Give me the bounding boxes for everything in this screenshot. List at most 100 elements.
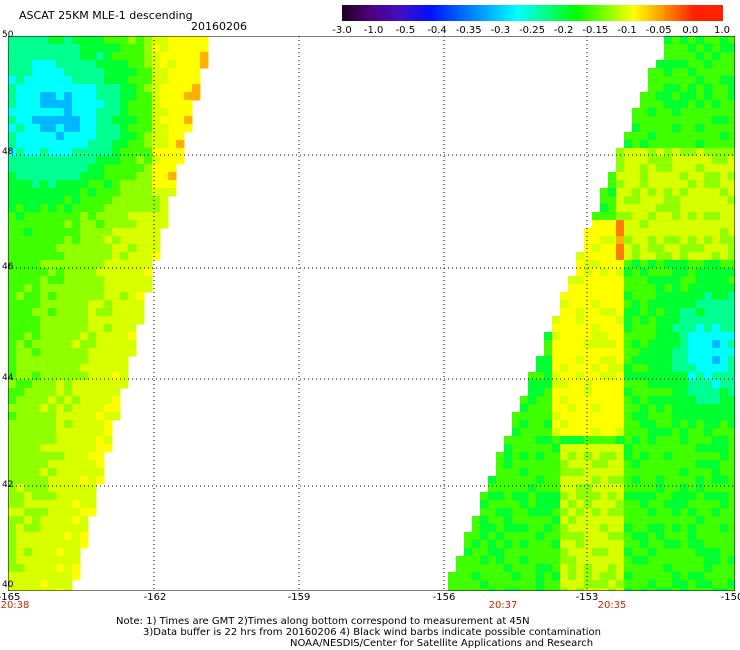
swath-cell xyxy=(88,212,97,221)
swath-cell xyxy=(168,84,177,93)
swath-cell xyxy=(640,468,649,477)
swath-cell xyxy=(96,372,105,381)
swath-cell xyxy=(536,516,545,525)
swath-cell xyxy=(560,404,569,413)
swath-cell xyxy=(48,340,57,349)
swath-cell xyxy=(8,500,17,509)
swath-cell xyxy=(728,100,735,109)
swath-cell xyxy=(32,508,41,517)
swath-cell xyxy=(72,460,81,469)
swath-cell xyxy=(80,324,89,333)
swath-cell xyxy=(96,348,105,357)
swath-cell xyxy=(16,84,25,93)
swath-cell xyxy=(624,340,633,349)
swath-cell xyxy=(600,524,609,533)
swath-cell xyxy=(72,348,81,357)
swath-cell xyxy=(696,388,705,397)
swath-cell xyxy=(544,500,553,509)
swath-cell xyxy=(104,276,113,285)
swath-cell xyxy=(608,420,617,429)
swath-cell xyxy=(136,188,145,197)
swath-cell xyxy=(600,460,609,469)
swath-cell xyxy=(680,292,689,301)
swath-cell xyxy=(728,92,735,101)
swath-cell xyxy=(136,316,145,325)
swath-cell xyxy=(560,444,569,453)
swath-cell xyxy=(672,268,681,277)
swath-cell xyxy=(624,588,633,591)
swath-cell xyxy=(712,116,721,125)
swath-cell xyxy=(600,452,609,461)
swath-cell xyxy=(672,52,681,61)
swath-cell xyxy=(712,340,721,349)
swath-cell xyxy=(8,508,17,517)
swath-cell xyxy=(96,124,105,133)
swath-cell xyxy=(472,540,481,549)
swath-cell xyxy=(608,492,617,501)
swath-cell xyxy=(688,196,697,205)
swath-cell xyxy=(728,268,735,277)
swath-cell xyxy=(488,532,497,541)
swath-cell xyxy=(24,44,33,53)
swath-cell xyxy=(624,524,633,533)
swath-cell xyxy=(608,484,617,493)
swath-cell xyxy=(120,228,129,237)
swath-cell xyxy=(656,284,665,293)
swath-cell xyxy=(64,308,73,317)
swath-cell xyxy=(560,356,569,365)
swath-cell xyxy=(472,564,481,573)
swath-cell xyxy=(704,324,713,333)
swath-cell xyxy=(632,108,641,117)
swath-cell xyxy=(704,68,713,77)
swath-cell xyxy=(32,236,41,245)
swath-cell xyxy=(624,548,633,557)
swath-cell xyxy=(608,396,617,405)
swath-cell xyxy=(16,188,25,197)
swath-cell xyxy=(72,164,81,173)
swath-cell xyxy=(656,76,665,85)
swath-cell xyxy=(32,452,41,461)
swath-cell xyxy=(632,268,641,277)
swath-cell xyxy=(8,124,17,133)
swath-cell xyxy=(656,372,665,381)
swath-cell xyxy=(608,348,617,357)
swath-cell xyxy=(616,276,625,285)
colorbar-tick-label: -0.15 xyxy=(582,25,609,36)
swath-cell xyxy=(672,212,681,221)
swath-cell xyxy=(96,244,105,253)
swath-cell xyxy=(512,476,521,485)
swath-cell xyxy=(96,100,105,109)
swath-cell xyxy=(600,532,609,541)
swath-cell xyxy=(712,588,721,591)
swath-cell xyxy=(720,332,729,341)
swath-cell xyxy=(56,44,65,53)
swath-cell xyxy=(552,372,561,381)
swath-cell xyxy=(120,236,129,245)
swath-cell xyxy=(16,332,25,341)
swath-cell xyxy=(136,268,145,277)
swath-cell xyxy=(696,60,705,69)
swath-cell xyxy=(8,388,17,397)
swath-cell xyxy=(576,588,585,591)
swath-cell xyxy=(616,404,625,413)
swath-cell xyxy=(72,500,81,509)
swath-cell xyxy=(48,364,57,373)
swath-cell xyxy=(624,164,633,173)
swath-cell xyxy=(720,476,729,485)
swath-cell xyxy=(632,260,641,269)
swath-cell xyxy=(32,500,41,509)
swath-cell xyxy=(104,324,113,333)
swath-cell xyxy=(648,340,657,349)
swath-cell xyxy=(496,524,505,533)
swath-cell xyxy=(48,540,57,549)
swath-cell xyxy=(520,532,529,541)
swath-cell xyxy=(96,132,105,141)
swath-cell xyxy=(720,444,729,453)
swath-cell xyxy=(472,556,481,565)
swath-cell xyxy=(728,340,735,349)
swath-cell xyxy=(560,508,569,517)
swath-cell xyxy=(624,308,633,317)
swath-cell xyxy=(688,44,697,53)
swath-cell xyxy=(88,36,97,45)
swath-cell xyxy=(704,292,713,301)
